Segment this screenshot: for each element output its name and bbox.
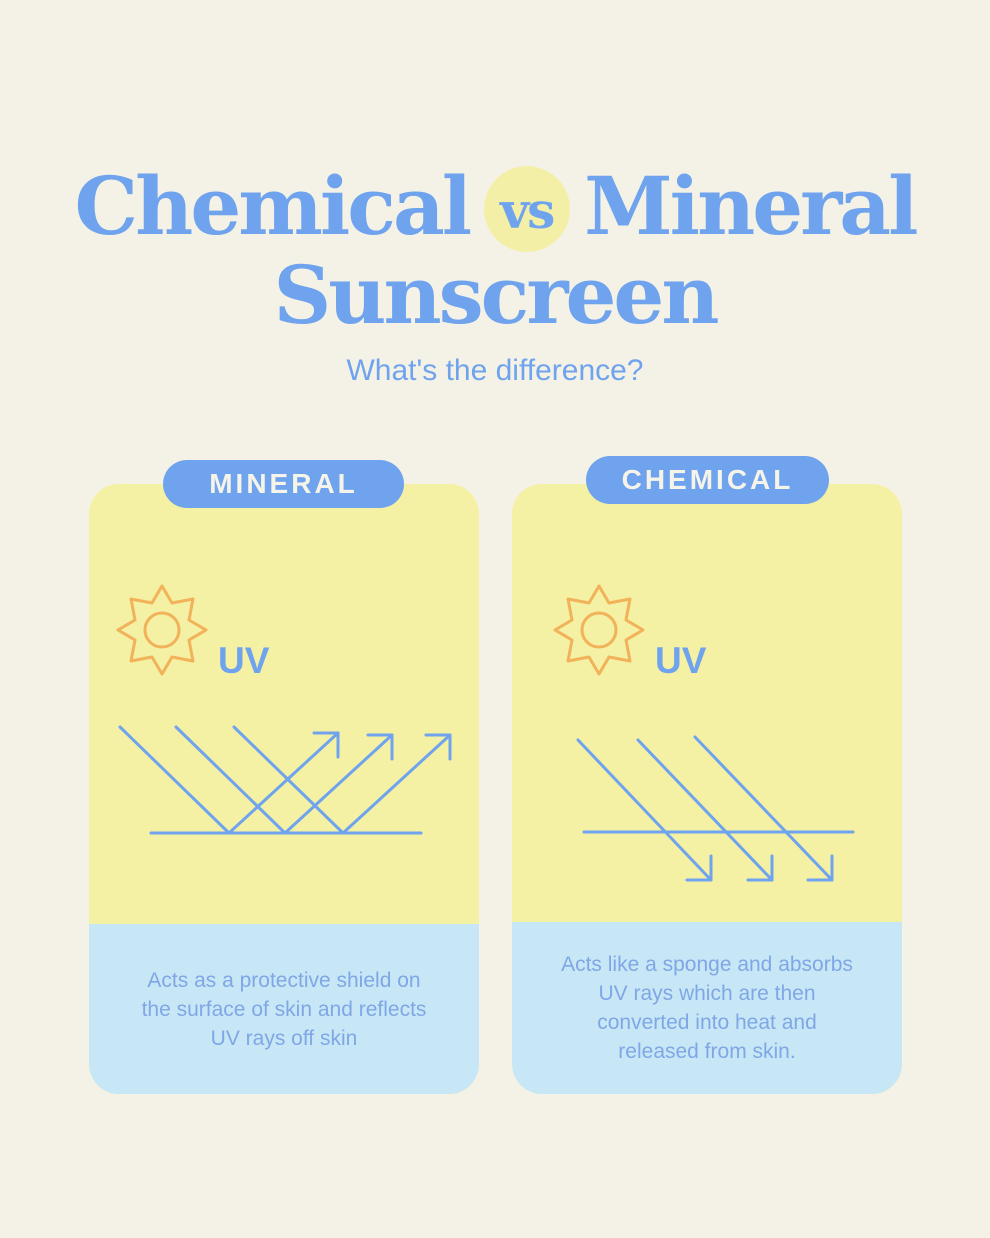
page-title-line-1: Chemical vs Mineral xyxy=(0,150,990,261)
mineral-description-panel: Acts as a protective shield on the surfa… xyxy=(89,924,479,1094)
mineral-card: Acts as a protective shield on the surfa… xyxy=(89,484,479,1094)
vs-badge: vs xyxy=(483,150,570,261)
mineral-uv-label: UV xyxy=(218,640,270,681)
chemical-uv-label: UV xyxy=(655,640,707,681)
sun-icon xyxy=(116,584,208,676)
mineral-description: Acts as a protective shield on the surfa… xyxy=(141,968,427,1050)
vs-text: vs xyxy=(500,181,555,240)
page-title-line-2: Sunscreen xyxy=(273,248,720,342)
reflected-rays-icon xyxy=(118,725,452,835)
vs-circle xyxy=(483,165,570,252)
chemical-card: Acts like a sponge and absorbs UV rays w… xyxy=(512,484,902,1094)
chemical-description: Acts like a sponge and absorbs UV rays w… xyxy=(561,953,853,1063)
chemical-label-pill: CHEMICAL xyxy=(586,456,829,504)
title-mineral: Mineral xyxy=(584,159,918,253)
mineral-label-pill: MINERAL xyxy=(163,460,404,508)
sun-icon xyxy=(553,584,645,676)
page-subtitle: What's the difference? xyxy=(346,354,644,387)
title-chemical: Chemical xyxy=(74,159,472,253)
absorbed-rays-icon xyxy=(576,735,855,882)
chemical-description-panel: Acts like a sponge and absorbs UV rays w… xyxy=(512,922,902,1094)
